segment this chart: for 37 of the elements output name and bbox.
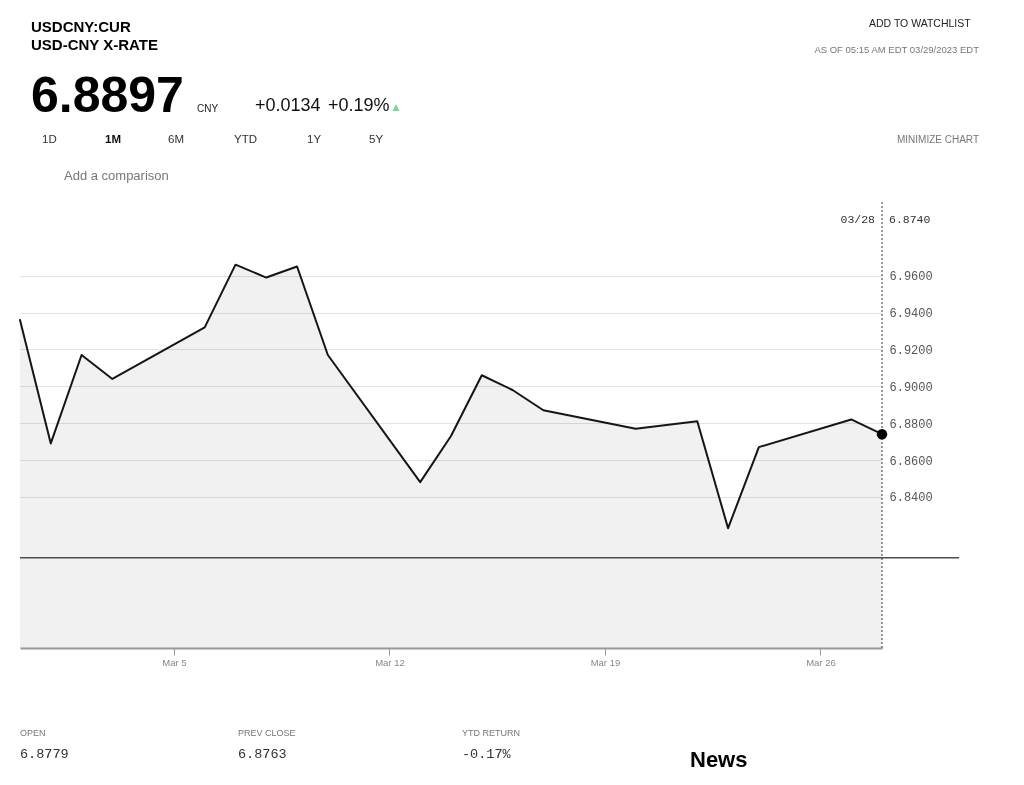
text: 5Y	[369, 133, 384, 145]
text: AS OF 05:15 AM EDT 03/29/2023 EDT	[814, 44, 980, 55]
x-tick-label: Mar 5	[162, 656, 187, 668]
text: OPEN	[20, 728, 46, 738]
text: -0.17%	[462, 747, 512, 762]
text: News	[690, 747, 748, 772]
y-tick-label: 6.8400	[889, 491, 933, 506]
y-tick-label: 6.9000	[889, 380, 933, 395]
y-tick-label: 6.8800	[889, 417, 933, 432]
text: ▲	[390, 100, 402, 114]
text: 1D	[42, 133, 57, 145]
y-tick-label: 6.8600	[889, 454, 933, 469]
chart-title: USDCNY:CUR	[31, 18, 131, 35]
text: +0.19%	[328, 95, 390, 115]
text: 6M	[168, 133, 184, 145]
x-tick-label: Mar 12	[375, 656, 405, 668]
chart-subtitle: USD-CNY X-RATE	[31, 36, 158, 53]
text: 6.8763	[238, 747, 287, 762]
text: +0.0134	[255, 95, 321, 115]
text: MINIMIZE CHART	[896, 134, 979, 145]
text: 1Y	[307, 133, 322, 145]
x-tick-label: Mar 26	[806, 656, 836, 668]
text: YTD RETURN	[462, 728, 520, 738]
text: YTD	[234, 133, 257, 145]
ref-line-label: 03/28	[840, 213, 876, 226]
text: CNY	[197, 103, 219, 114]
y-tick-label: 6.9600	[889, 270, 933, 285]
text: 6.8740	[889, 213, 931, 226]
text: Add a comparison	[64, 168, 169, 183]
text: 6.8779	[20, 747, 69, 762]
x-tick-label: Mar 19	[590, 656, 621, 668]
y-tick-label: 6.9200	[889, 343, 933, 358]
text: PREV CLOSE	[238, 728, 296, 738]
text: 1M	[105, 133, 121, 145]
text: 6.8897	[31, 67, 184, 123]
y-tick-label: 6.9400	[889, 307, 933, 322]
text: ADD TO WATCHLIST	[869, 17, 972, 29]
